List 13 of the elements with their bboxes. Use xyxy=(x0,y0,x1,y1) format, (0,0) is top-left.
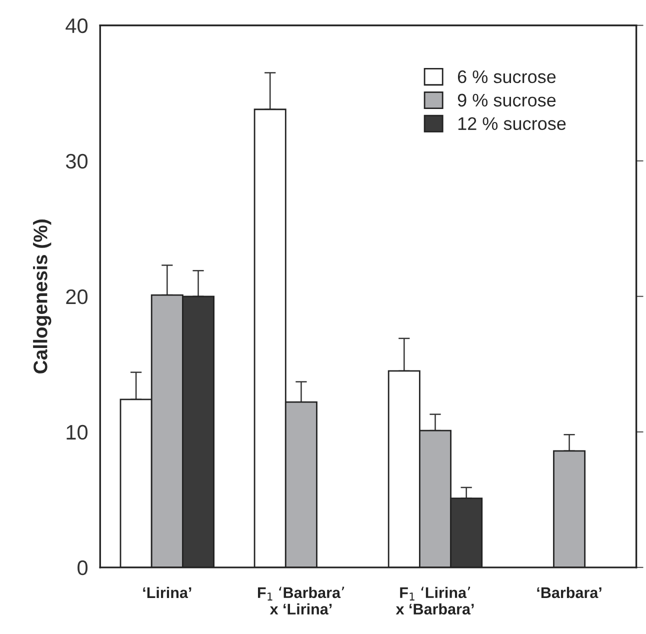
legend-label: 9 % sucrose xyxy=(458,94,556,107)
y-axis-title: Callogenesis (%) xyxy=(33,220,52,374)
legend-label: 6 % sucrose xyxy=(458,70,556,84)
x-tick-label: ‘Barbara’ xyxy=(537,586,602,598)
x-tick-label: F$_{1}$ ‘Lirina’ x ‘Barbara’ xyxy=(396,586,474,615)
y-tick-label: 10 xyxy=(66,424,88,440)
y-tick-label: 20 xyxy=(66,289,88,304)
y-tick-label: 30 xyxy=(66,154,88,169)
legend-label: 12 % sucrose xyxy=(458,117,566,130)
x-tick-label: F$_{1}$ ‘Barbara’ x ‘Lirina’ xyxy=(258,586,344,615)
x-tick-label: ‘Lirina’ xyxy=(143,586,192,598)
y-tick-label: 40 xyxy=(66,18,88,34)
y-tick-label: 0 xyxy=(78,560,88,576)
